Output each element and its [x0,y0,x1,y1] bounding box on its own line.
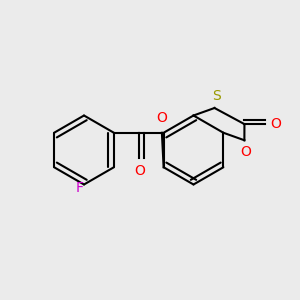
Text: S: S [212,89,220,103]
Text: O: O [270,117,281,131]
Text: F: F [76,181,83,194]
Text: O: O [134,164,145,178]
Text: O: O [240,145,251,159]
Text: O: O [156,111,167,125]
